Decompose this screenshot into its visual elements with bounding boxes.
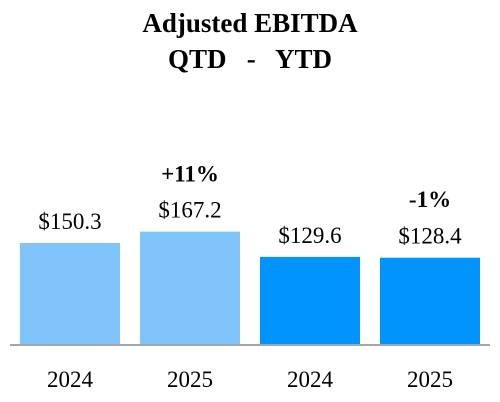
chart-title: Adjusted EBITDA [142,8,358,38]
tick-label-2: 2025 [167,367,213,392]
bar-4 [380,257,480,344]
value-label-3: $129.6 [278,223,341,248]
change-label-qtd: +11% [161,162,219,187]
bar-1 [20,242,120,344]
value-label-1: $150.3 [38,209,101,234]
tick-label-4: 2025 [407,367,453,392]
bar-2 [140,231,240,344]
tick-label-3: 2024 [287,367,334,392]
change-label-ytd: -1% [409,187,451,212]
value-label-4: $128.4 [398,224,462,249]
tick-label-1: 2024 [47,367,94,392]
value-label-2: $167.2 [158,198,221,223]
chart-subtitle: QTD - YTD [167,44,332,74]
bar-3 [260,256,360,344]
